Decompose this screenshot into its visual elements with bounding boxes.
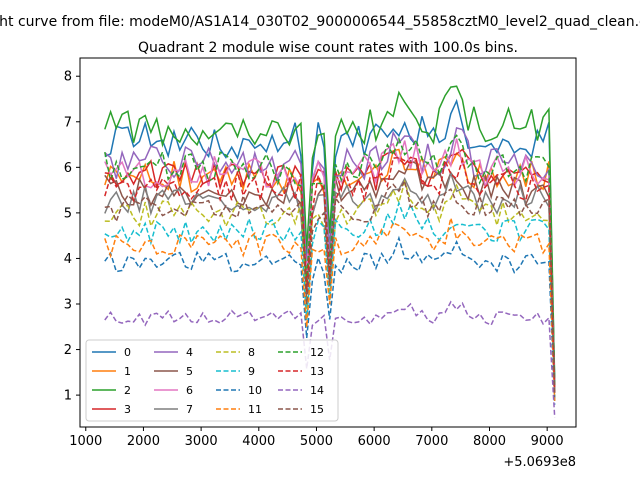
legend-label-8: 8: [248, 346, 255, 359]
y-tick-label: 2: [64, 343, 72, 358]
series-line-10: [104, 235, 556, 405]
legend-label-5: 5: [186, 365, 193, 378]
x-tick-label: 2000: [127, 434, 160, 449]
y-axis: 1 2 3 4 5 6 7 8: [64, 70, 80, 404]
y-tick-label: 7: [64, 115, 72, 130]
x-tick-label: 8000: [473, 434, 506, 449]
legend-label-13: 13: [310, 365, 324, 378]
y-tick-label: 1: [64, 389, 72, 404]
legend-label-9: 9: [248, 365, 255, 378]
legend-label-2: 2: [124, 384, 131, 397]
legend-label-0: 0: [124, 346, 131, 359]
legend-label-3: 3: [124, 403, 131, 416]
x-offset-label: +5.0693e8: [503, 455, 576, 470]
x-tick-label: 4000: [242, 434, 275, 449]
legend-label-7: 7: [186, 403, 193, 416]
legend-label-1: 1: [124, 365, 131, 378]
y-tick-label: 4: [64, 252, 72, 267]
series-line-15: [104, 178, 556, 397]
x-tick-label: 3000: [185, 434, 218, 449]
x-tick-label: 5000: [300, 434, 333, 449]
legend-label-15: 15: [310, 403, 324, 416]
y-tick-label: 6: [64, 161, 72, 176]
series-line-11: [104, 217, 556, 401]
x-tick-label: 7000: [415, 434, 448, 449]
legend-label-11: 11: [248, 403, 262, 416]
chart-title: Quadrant 2 module wise count rates with …: [138, 40, 518, 56]
legend-label-10: 10: [248, 384, 262, 397]
series-line-9: [104, 200, 556, 399]
x-tick-label: 9000: [531, 434, 564, 449]
legend-label-4: 4: [186, 346, 193, 359]
x-tick-label: 6000: [358, 434, 391, 449]
x-tick-label: 1000: [69, 434, 102, 449]
legend-label-6: 6: [186, 384, 193, 397]
y-tick-label: 8: [64, 70, 72, 85]
suptitle: Light curve from file: modeM0/AS1A14_030…: [0, 14, 640, 30]
y-tick-label: 5: [64, 206, 72, 221]
legend-box: [85, 339, 339, 422]
x-axis: 1000 2000 3000 4000 5000 6000 7000 8000 9000: [69, 427, 564, 449]
series-line-2: [104, 85, 556, 382]
legend-label-14: 14: [310, 384, 324, 397]
legend-label-12: 12: [310, 346, 324, 359]
plot-frame: [79, 57, 577, 428]
y-tick-label: 3: [64, 298, 72, 313]
